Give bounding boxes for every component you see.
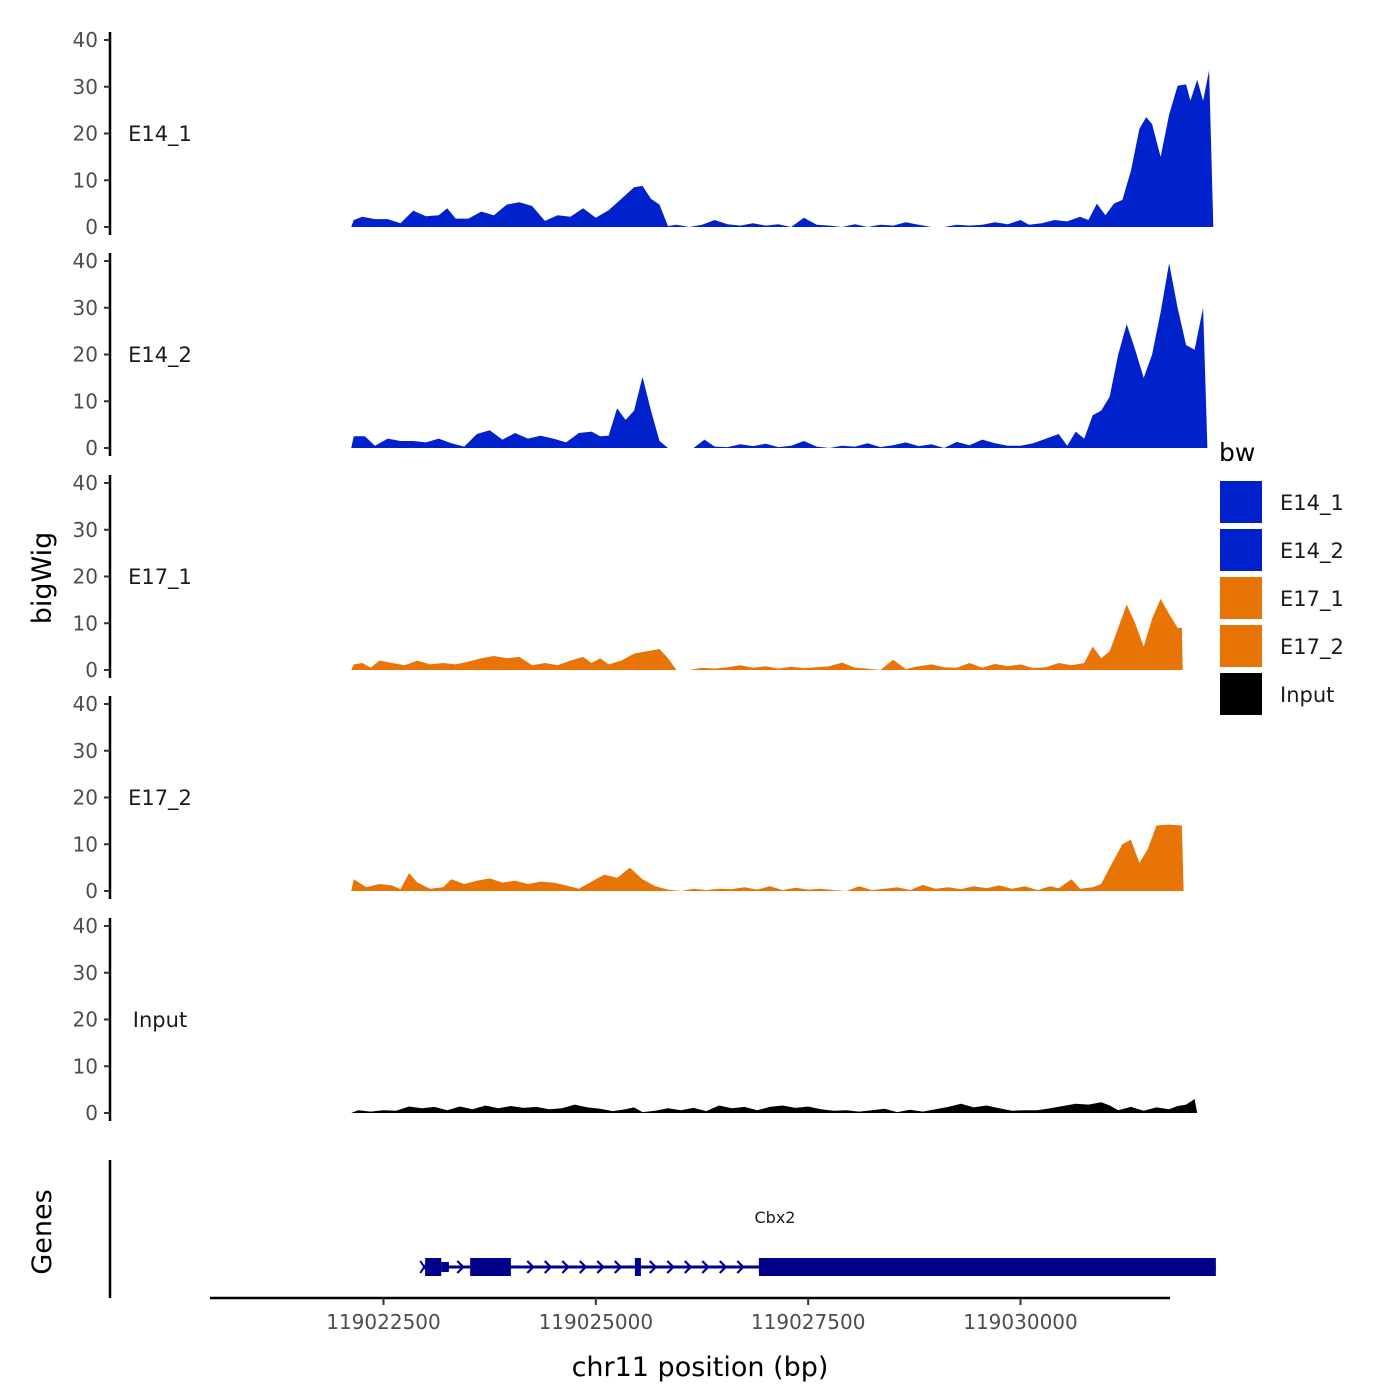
legend-key-E14_2 xyxy=(1218,527,1264,573)
y-tick-label: 0 xyxy=(85,879,98,903)
y-tick-label: 0 xyxy=(85,658,98,682)
gene-exon xyxy=(425,1258,442,1276)
y-tick-label: 10 xyxy=(73,1054,98,1078)
strand-arrow xyxy=(543,1260,553,1274)
gene-name-label: Cbx2 xyxy=(755,1208,796,1227)
gene-exon xyxy=(634,1258,641,1276)
x-axis-title: chr11 position (bp) xyxy=(572,1352,829,1383)
y-axis-title: bigWig xyxy=(27,532,58,625)
track-label: E14_1 xyxy=(128,122,192,147)
gene-exon xyxy=(758,1258,1216,1276)
y-tick-label: 40 xyxy=(73,692,98,716)
strand-arrow xyxy=(666,1260,675,1274)
strand-arrow xyxy=(613,1260,623,1274)
y-tick-label: 40 xyxy=(73,249,98,273)
y-tick-label: 40 xyxy=(73,471,98,495)
signal-area-E14_2 xyxy=(351,263,1208,448)
legend-key-E14_1 xyxy=(1218,479,1264,525)
track-label: E17_2 xyxy=(128,786,192,811)
y-tick-label: 0 xyxy=(85,1101,98,1125)
strand-arrow xyxy=(736,1260,745,1274)
legend-label: E14_1 xyxy=(1280,491,1344,516)
y-tick-label: 0 xyxy=(85,436,98,460)
track-label: E14_2 xyxy=(128,343,192,368)
x-tick-label: 119025000 xyxy=(539,1310,654,1334)
y-tick-label: 0 xyxy=(85,215,98,239)
x-tick-label: 119030000 xyxy=(963,1310,1078,1334)
signal-area-E17_1 xyxy=(351,598,1183,670)
legend-key-E17_1 xyxy=(1218,575,1264,621)
strand-arrow xyxy=(578,1260,588,1274)
gene-exon xyxy=(470,1258,511,1276)
y-tick-label: 20 xyxy=(73,122,98,146)
y-tick-label: 20 xyxy=(73,343,98,367)
y-tick-label: 30 xyxy=(73,961,98,985)
strand-arrow xyxy=(596,1260,605,1274)
legend-label: E14_2 xyxy=(1280,539,1344,564)
track-label: Input xyxy=(133,1008,187,1032)
signal-tracks: 0 10 20 30 40 E14_1 0 10 20 30 40 E14_2 0 10 20 30 40 E17… xyxy=(73,28,1214,1125)
legend-key-Input xyxy=(1218,671,1264,717)
gene-track-title: Genes xyxy=(27,1189,58,1274)
y-tick-label: 10 xyxy=(73,389,98,413)
x-tick-label: 119027500 xyxy=(751,1310,866,1334)
strand-arrow xyxy=(456,1260,465,1274)
track-E14_1: 0 10 20 30 40 E14_1 xyxy=(73,28,1214,239)
strand-arrow xyxy=(683,1260,693,1274)
legend-label: E17_2 xyxy=(1280,635,1344,660)
track-E14_2: 0 10 20 30 40 E14_2 xyxy=(73,249,1208,460)
signal-area-E17_2 xyxy=(351,824,1184,891)
y-tick-label: 30 xyxy=(73,75,98,99)
x-axis: 119022500 119025000 119027500 119030000 xyxy=(210,1296,1170,1334)
strand-arrow xyxy=(561,1260,570,1274)
track-E17_2: 0 10 20 30 40 E17_2 xyxy=(73,692,1184,903)
signal-area-Input xyxy=(351,1099,1198,1113)
track-E17_1: 0 10 20 30 40 E17_1 xyxy=(73,471,1183,682)
y-tick-label: 40 xyxy=(73,914,98,938)
gene-track: Cbx2 xyxy=(108,1160,1216,1298)
legend-title: bw xyxy=(1219,438,1255,467)
y-tick-label: 20 xyxy=(73,786,98,810)
gene-utr xyxy=(441,1262,449,1272)
legend-label: E17_1 xyxy=(1280,587,1344,612)
x-tick-label: 119022500 xyxy=(326,1310,441,1334)
y-tick-label: 10 xyxy=(73,832,98,856)
signal-area-E14_1 xyxy=(351,70,1214,228)
strand-arrow xyxy=(526,1260,535,1274)
y-tick-label: 10 xyxy=(73,611,98,635)
y-tick-label: 20 xyxy=(73,565,98,589)
strand-arrow xyxy=(648,1260,658,1274)
y-tick-label: 10 xyxy=(73,168,98,192)
strand-arrow xyxy=(718,1260,728,1274)
legend: bw E14_1 E14_2 E17_1 E17_2 Input xyxy=(1218,438,1344,717)
strand-arrow xyxy=(701,1260,710,1274)
y-tick-label: 40 xyxy=(73,28,98,52)
y-tick-label: 20 xyxy=(73,1008,98,1032)
y-tick-label: 30 xyxy=(73,739,98,763)
track-Input: 0 10 20 30 40 Input xyxy=(73,914,1198,1125)
legend-key-E17_2 xyxy=(1218,623,1264,669)
legend-label: Input xyxy=(1280,683,1334,707)
y-tick-label: 30 xyxy=(73,518,98,542)
track-label: E17_1 xyxy=(128,565,192,590)
y-tick-label: 30 xyxy=(73,296,98,320)
